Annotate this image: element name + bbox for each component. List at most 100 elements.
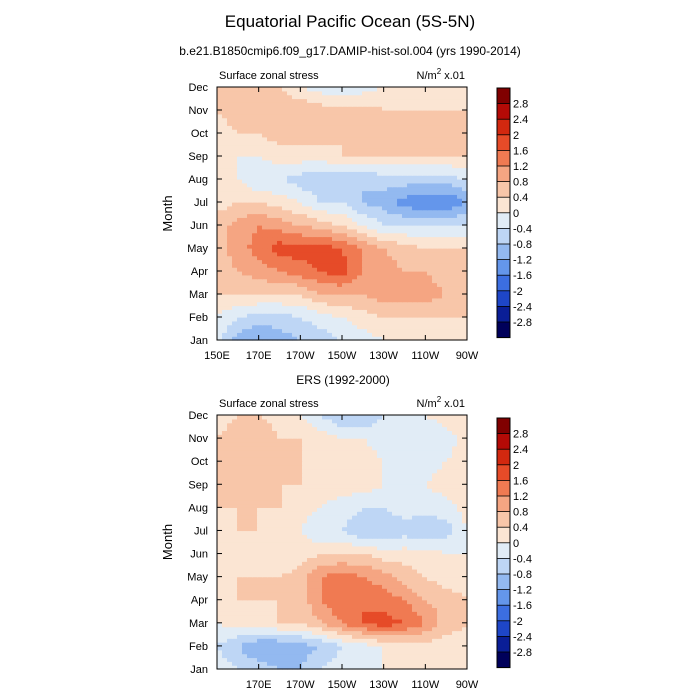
heatmap-cell — [222, 251, 228, 257]
heatmap-cell — [412, 305, 418, 310]
heatmap-cell — [337, 232, 343, 238]
heatmap-cell — [392, 301, 398, 307]
heatmap-cell — [342, 657, 348, 662]
heatmap-cell — [257, 611, 263, 616]
heatmap-cell — [227, 324, 233, 330]
heatmap-cell — [457, 653, 463, 659]
heatmap-cell — [302, 136, 308, 142]
heatmap-cell — [242, 317, 248, 322]
heatmap-cell — [317, 202, 323, 207]
heatmap-cell — [317, 553, 323, 558]
heatmap-cell — [412, 557, 418, 562]
heatmap-cell — [282, 263, 288, 268]
heatmap-cell — [357, 665, 363, 670]
heatmap-cell — [357, 305, 363, 310]
heatmap-cell — [317, 317, 323, 322]
heatmap-cell — [407, 576, 413, 582]
heatmap-cell — [367, 179, 373, 184]
heatmap-cell — [367, 572, 373, 578]
heatmap-cell — [462, 221, 468, 226]
heatmap-cell — [337, 328, 343, 333]
heatmap-cell — [427, 209, 433, 215]
heatmap-cell — [242, 645, 248, 651]
heatmap-cell — [222, 271, 228, 276]
heatmap-cell — [317, 175, 323, 180]
heatmap-cell — [412, 90, 418, 96]
heatmap-cell — [217, 140, 223, 146]
heatmap-cell — [227, 657, 233, 662]
heatmap-cell — [257, 171, 263, 176]
heatmap-cell — [342, 251, 348, 257]
heatmap-cell — [332, 217, 338, 222]
heatmap-cell — [257, 217, 263, 222]
heatmap-cell — [267, 313, 273, 318]
heatmap-cell — [217, 553, 223, 558]
heatmap-cell — [347, 294, 353, 299]
heatmap-cell — [332, 305, 338, 310]
heatmap-cell — [357, 576, 363, 582]
heatmap-cell — [272, 615, 278, 620]
heatmap-cell — [272, 557, 278, 562]
heatmap-cell — [462, 301, 468, 307]
heatmap-cell — [452, 282, 458, 287]
heatmap-cell — [287, 248, 293, 253]
heatmap-cell — [347, 148, 353, 153]
heatmap-cell — [427, 133, 433, 138]
heatmap-cell — [397, 607, 403, 612]
heatmap-cell — [277, 259, 283, 264]
heatmap-cell — [327, 213, 333, 218]
heatmap-cell — [237, 225, 243, 230]
heatmap-cell — [387, 209, 393, 215]
heatmap-cell — [417, 576, 423, 582]
heatmap-cell — [422, 301, 428, 307]
heatmap-cell — [277, 580, 283, 585]
heatmap-cell — [347, 87, 353, 92]
heatmap-cell — [447, 572, 453, 578]
heatmap-cell — [307, 144, 313, 149]
heatmap-cell — [417, 580, 423, 585]
heatmap-cell — [347, 167, 353, 172]
heatmap-cell — [277, 274, 283, 280]
heatmap-cell — [382, 236, 388, 241]
heatmap-cell — [312, 657, 318, 662]
heatmap-cell — [432, 622, 438, 628]
heatmap-cell — [422, 332, 428, 337]
heatmap-cell — [217, 588, 223, 593]
heatmap-cell — [407, 290, 413, 295]
heatmap-cell — [347, 136, 353, 142]
heatmap-cell — [402, 618, 408, 624]
heatmap-cell — [237, 259, 243, 264]
heatmap-cell — [312, 580, 318, 585]
heatmap-cell — [422, 661, 428, 666]
heatmap-cell — [442, 113, 448, 119]
heatmap-cell — [397, 129, 403, 134]
heatmap-cell — [362, 595, 368, 601]
heatmap-cell — [382, 182, 388, 188]
heatmap-cell — [427, 175, 433, 180]
heatmap-cell — [327, 592, 333, 597]
heatmap-cell — [422, 175, 428, 180]
heatmap-cell — [397, 117, 403, 123]
heatmap-cell — [457, 278, 463, 284]
heatmap-cell — [282, 190, 288, 195]
heatmap-cell — [447, 190, 453, 195]
heatmap-cell — [447, 232, 453, 238]
heatmap-cell — [292, 328, 298, 333]
heatmap-cell — [242, 336, 248, 341]
heatmap-cell — [327, 615, 333, 620]
heatmap-cell — [417, 630, 423, 635]
heatmap-cell — [292, 282, 298, 287]
heatmap-cell — [247, 657, 253, 662]
heatmap-cell — [237, 156, 243, 161]
heatmap-cell — [402, 294, 408, 299]
heatmap-cell — [362, 125, 368, 130]
heatmap-cell — [222, 171, 228, 176]
heatmap-cell — [227, 129, 233, 134]
heatmap-cell — [327, 324, 333, 330]
heatmap-cell — [307, 117, 313, 123]
heatmap-cell — [257, 159, 263, 165]
heatmap-cell — [462, 140, 468, 146]
heatmap-cell — [392, 294, 398, 299]
heatmap-cell — [327, 190, 333, 195]
heatmap-cell — [332, 248, 338, 253]
